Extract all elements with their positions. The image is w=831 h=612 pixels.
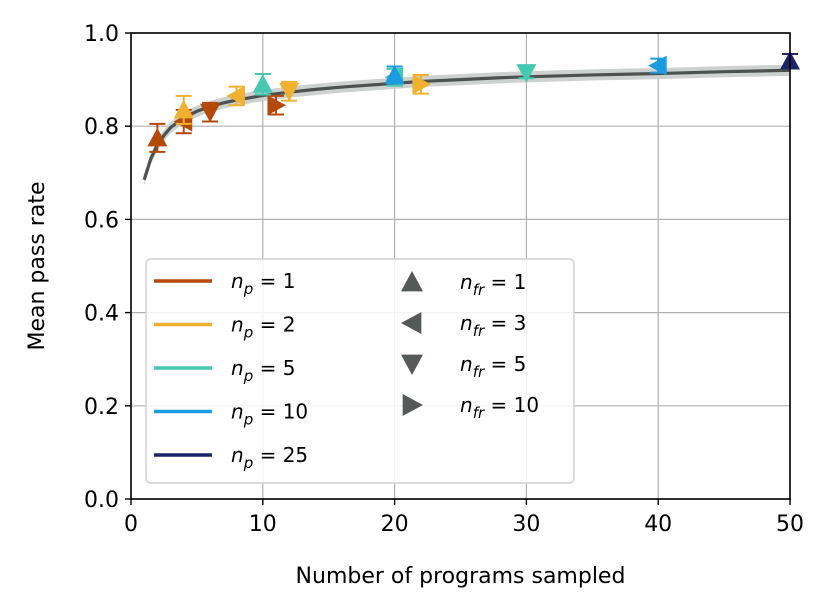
point-marker-left xyxy=(648,55,667,76)
point-marker-right xyxy=(267,95,286,116)
legend-label-np-25: np = 25 xyxy=(231,443,308,472)
legend-label-np-10: np = 10 xyxy=(231,400,308,429)
point-marker-up xyxy=(147,127,168,147)
x-tick-label: 30 xyxy=(512,512,540,537)
point-marker-right xyxy=(412,74,431,95)
legend-marker-down xyxy=(401,354,423,375)
axis-ticks: 0 10 20 30 40 50 0.0 0.2 0.4 0.6 0.8 1.0 xyxy=(84,22,804,537)
legend-label-nfr-0: nfr = 1 xyxy=(460,270,526,299)
data-point xyxy=(279,80,300,102)
legend-label-nfr-1: nfr = 3 xyxy=(460,311,526,340)
plot-frame xyxy=(130,32,791,500)
y-tick-label: 0.0 xyxy=(84,488,119,513)
data-point xyxy=(147,122,168,153)
data-point xyxy=(252,73,273,96)
data-points xyxy=(147,50,800,153)
y-axis-label: Mean pass rate xyxy=(25,182,50,351)
point-marker-down xyxy=(200,103,221,123)
legend-label-nfr-2: nfr = 5 xyxy=(460,352,526,381)
data-point xyxy=(384,64,405,85)
data-point xyxy=(200,101,221,123)
point-marker-up xyxy=(384,64,405,84)
y-tick-label: 0.8 xyxy=(84,115,119,140)
legend: np = 1 np = 2 np = 5 np = 10 np = 25 nfr = 1 n… xyxy=(145,258,575,484)
confidence-band-area xyxy=(144,64,790,186)
legend-label-np-5: np = 5 xyxy=(231,356,295,385)
x-axis-label: Number of programs sampled xyxy=(296,564,626,589)
point-marker-up xyxy=(252,74,273,93)
data-point xyxy=(412,73,431,95)
x-tick-label: 40 xyxy=(644,512,672,537)
data-point xyxy=(516,64,537,83)
legend-label-np-2: np = 2 xyxy=(231,313,295,342)
point-marker-down xyxy=(279,82,300,102)
point-marker-down xyxy=(516,64,537,83)
point-marker-left xyxy=(226,85,245,106)
data-point xyxy=(648,55,667,76)
data-point xyxy=(226,85,245,107)
legend-label-nfr-3: nfr = 10 xyxy=(460,393,539,422)
y-tick-label: 0.6 xyxy=(84,208,119,233)
legend-marker-right xyxy=(402,394,423,416)
y-tick-label: 0.4 xyxy=(84,302,119,327)
x-tick-label: 20 xyxy=(381,512,409,537)
confidence-band xyxy=(144,64,790,186)
data-point xyxy=(267,94,286,116)
legend-label-np-1: np = 1 xyxy=(231,269,295,298)
point-marker-up xyxy=(173,99,194,119)
x-tick-label: 0 xyxy=(124,512,138,537)
x-tick-label: 10 xyxy=(249,512,277,537)
y-tick-label: 0.2 xyxy=(84,395,119,420)
y-tick-label: 1.0 xyxy=(84,22,119,47)
legend-marker-up xyxy=(401,271,423,292)
legend-marker-left xyxy=(401,312,422,334)
data-point xyxy=(173,94,194,125)
legend-box xyxy=(145,258,575,484)
x-tick-label: 50 xyxy=(776,512,804,537)
